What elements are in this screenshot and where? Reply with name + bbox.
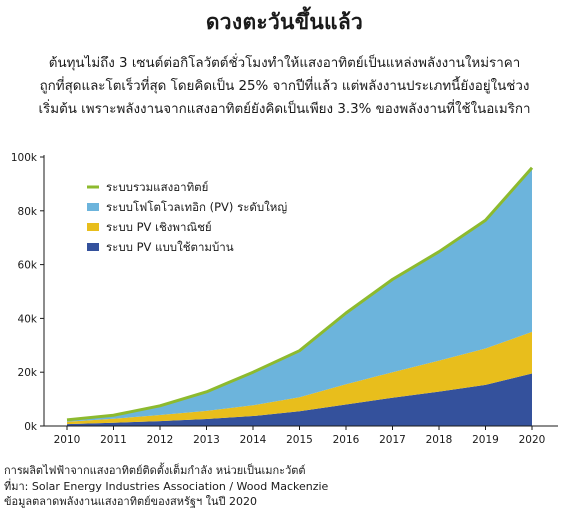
y-tick-label: 80k (18, 206, 38, 218)
legend-label-residential: ระบบ PV แบบใช้ตามบ้าน (106, 240, 234, 254)
subtitle-line: ต้นทุนไม่ถึง 3 เซนต์ต่อกิโลวัตต์ชั่วโมงท… (48, 56, 521, 71)
area-commercial (67, 331, 532, 425)
y-tick-label: 100k (11, 152, 38, 164)
area-layer (66, 166, 534, 426)
x-tick-label: 2020 (519, 434, 546, 446)
area-residential (67, 373, 532, 426)
legend-swatch-commercial (87, 223, 99, 231)
footer-source-detail: ข้อมูลตลาดพลังงานแสงอาทิตย์ของสหรัฐฯ ในป… (4, 495, 258, 508)
y-tick-label: 60k (18, 260, 38, 272)
legend-label-utility: ระบบโฟโตโวลเทอิก (PV) ระดับใหญ่ (106, 200, 287, 214)
x-tick-label: 2016 (333, 434, 360, 446)
area-utility (67, 167, 532, 422)
legend-label-total: ระบบรวมแสงอาทิตย์ (106, 180, 208, 194)
subtitle-line: เริ่มต้น เพราะพลังงานจากแสงอาทิตย์ยังคิด… (38, 102, 531, 117)
x-tick-label: 2011 (100, 434, 127, 446)
footer-source: ที่มา: Solar Energy Industries Associati… (4, 479, 329, 493)
y-tick-label: 20k (18, 367, 38, 379)
chart-subtitle: ต้นทุนไม่ถึง 3 เซนต์ต่อกิโลวัตต์ชั่วโมงท… (14, 52, 555, 121)
legend-label-commercial: ระบบ PV เชิงพาณิชย์ (106, 220, 212, 234)
x-tick-label: 2010 (54, 434, 81, 446)
x-tick-label: 2012 (147, 434, 174, 446)
line-total (66, 166, 534, 422)
y-tick-label: 40k (18, 313, 38, 325)
legend-swatch-residential (87, 243, 99, 251)
legend-swatch-utility (87, 203, 99, 211)
chart-footer: การผลิตไฟฟ้าจากแสงอาทิตย์ติดตั้งเต็มกำลั… (4, 463, 564, 510)
x-tick-label: 2019 (472, 434, 499, 446)
footer-note: การผลิตไฟฟ้าจากแสงอาทิตย์ติดตั้งเต็มกำลั… (4, 464, 306, 477)
chart-title: ดวงตะวันขึ้นแล้ว (205, 10, 364, 34)
axes-layer: 0k 20k 40k 60k 80k 100k 2010 2011 2012 2013 2014 20… (11, 152, 558, 446)
y-tick-label: 0k (24, 421, 38, 433)
legend: ระบบรวมแสงอาทิตย์ระบบโฟโตโวลเทอิก (PV) ร… (87, 180, 287, 254)
x-tick-label: 2014 (240, 434, 267, 446)
subtitle-line: ถูกที่สุดและโตเร็วที่สุด โดยคิดเป็น 25% … (39, 79, 530, 94)
x-tick-label: 2018 (426, 434, 453, 446)
x-tick-label: 2015 (286, 434, 313, 446)
x-tick-label: 2013 (193, 434, 220, 446)
x-tick-label: 2017 (379, 434, 406, 446)
